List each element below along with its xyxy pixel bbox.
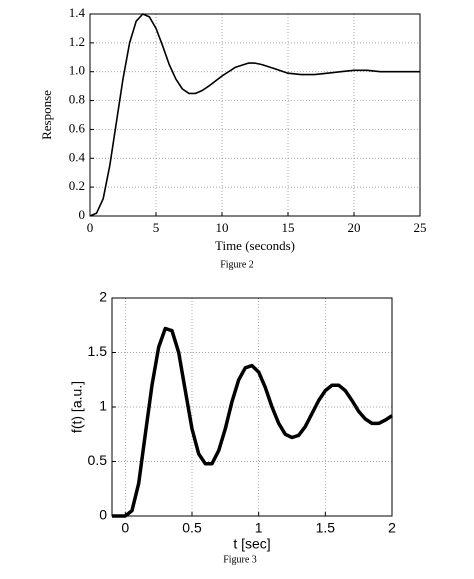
y-tick-label: 1.0: [69, 63, 85, 78]
x-tick-label: 10: [216, 220, 229, 235]
y-tick-label: 1: [99, 398, 107, 414]
plot-frame: [111, 297, 393, 517]
x-tick-label: 2: [388, 520, 396, 536]
y-tick-label: 1.5: [88, 343, 108, 359]
x-tick-label: 20: [348, 220, 361, 235]
y-tick-label: 0: [99, 507, 107, 523]
plot-frame: [89, 13, 421, 217]
x-tick-label: 25: [414, 220, 427, 235]
data-line: [112, 326, 393, 518]
x-tick-label: 0.5: [182, 520, 202, 536]
x-axis-label: Time (seconds): [215, 238, 295, 253]
y-tick-label: 1.4: [69, 5, 86, 20]
x-axis-label: t [sec]: [233, 536, 270, 552]
y-axis-label: Response: [39, 90, 54, 140]
y-axis-label: f(t) [a.u.]: [69, 381, 85, 433]
x-tick-label: 0: [87, 220, 94, 235]
y-tick-label: 0.2: [69, 178, 85, 193]
y-tick-label: 0.6: [69, 120, 86, 135]
x-tick-label: 0: [121, 520, 129, 536]
figure-caption: Figure 2: [220, 259, 254, 270]
y-tick-label: 0.4: [69, 149, 86, 164]
y-tick-label: 1.2: [69, 34, 85, 49]
y-tick-label: 0: [79, 207, 86, 222]
x-tick-label: 1: [255, 520, 263, 536]
x-tick-label: 1.5: [316, 520, 336, 536]
x-tick-label: 15: [282, 220, 295, 235]
x-tick-label: 5: [153, 220, 160, 235]
y-tick-label: 2: [99, 289, 107, 305]
y-tick-label: 0.8: [69, 92, 85, 107]
y-tick-label: 0.5: [88, 452, 108, 468]
figure-caption: Figure 3: [223, 554, 257, 565]
data-line: [89, 13, 420, 217]
